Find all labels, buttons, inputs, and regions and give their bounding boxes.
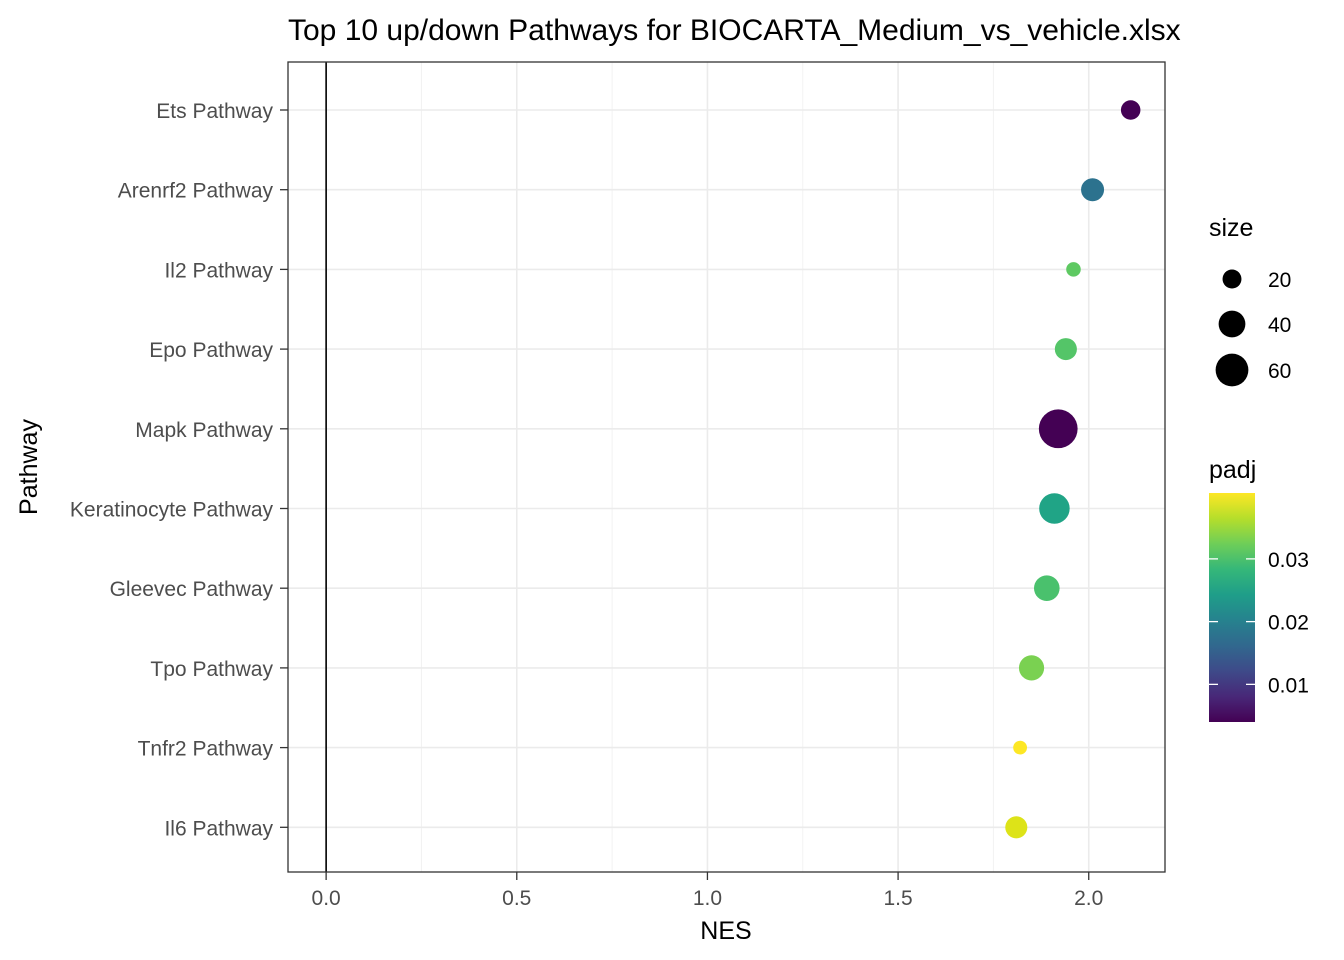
y-tick-label: Tpo Pathway [150,658,273,681]
data-point [1038,409,1078,449]
data-point [1005,816,1028,839]
y-tick-label: Il2 Pathway [164,259,273,282]
y-tick-label: Keratinocyte Pathway [70,499,274,522]
chart-title: Top 10 up/down Pathways for BIOCARTA_Med… [288,14,1181,47]
x-axis: 0.0 0.5 1.0 1.5 2.0 [312,872,1103,910]
color-bar [1209,493,1255,722]
y-tick-label: Ets Pathway [156,100,273,123]
size-legend-label: 60 [1268,360,1291,383]
size-legend-key [1218,310,1246,338]
y-tick-label: Il6 Pathway [164,817,273,840]
color-legend-label: 0.02 [1268,612,1309,635]
x-tick-label: 1.0 [693,887,722,910]
size-legend: size 20 40 60 [1209,214,1291,387]
size-legend-label: 20 [1268,269,1291,292]
color-legend-title: padj [1209,456,1256,484]
size-legend-title: size [1209,214,1253,242]
y-tick-label: Gleevec Pathway [110,578,274,601]
data-point [1039,493,1070,524]
y-tick-label: Tnfr2 Pathway [138,738,274,761]
color-legend-label: 0.01 [1268,674,1309,697]
y-axis-title: Pathway [15,419,43,515]
y-axis: Ets Pathway Arenrf2 Pathway Il2 Pathway Epo… [70,100,288,840]
size-legend-key [1215,353,1249,387]
data-point [1081,178,1105,202]
x-axis-title: NES [700,917,751,945]
y-tick-label: Mapk Pathway [135,419,273,442]
data-point [1033,575,1060,602]
data-points [1005,100,1141,839]
data-point [1066,262,1081,277]
x-tick-label: 2.0 [1074,887,1103,910]
padj-color-legend: padj 0.01 0.02 0.03 [1209,456,1309,722]
plot-panel-grid [288,62,1165,872]
size-legend-key [1222,269,1242,289]
color-legend-label: 0.03 [1268,549,1309,572]
data-point [1054,338,1077,361]
y-tick-label: Epo Pathway [149,339,273,362]
x-tick-label: 0.0 [312,887,341,910]
x-tick-label: 1.5 [883,887,912,910]
y-tick-label: Arenrf2 Pathway [118,180,274,203]
x-tick-label: 0.5 [502,887,531,910]
plot-panel-border [287,61,1166,873]
size-legend-label: 40 [1268,314,1291,337]
data-point [1120,100,1141,120]
data-point [1018,655,1045,681]
data-point [1013,740,1028,755]
